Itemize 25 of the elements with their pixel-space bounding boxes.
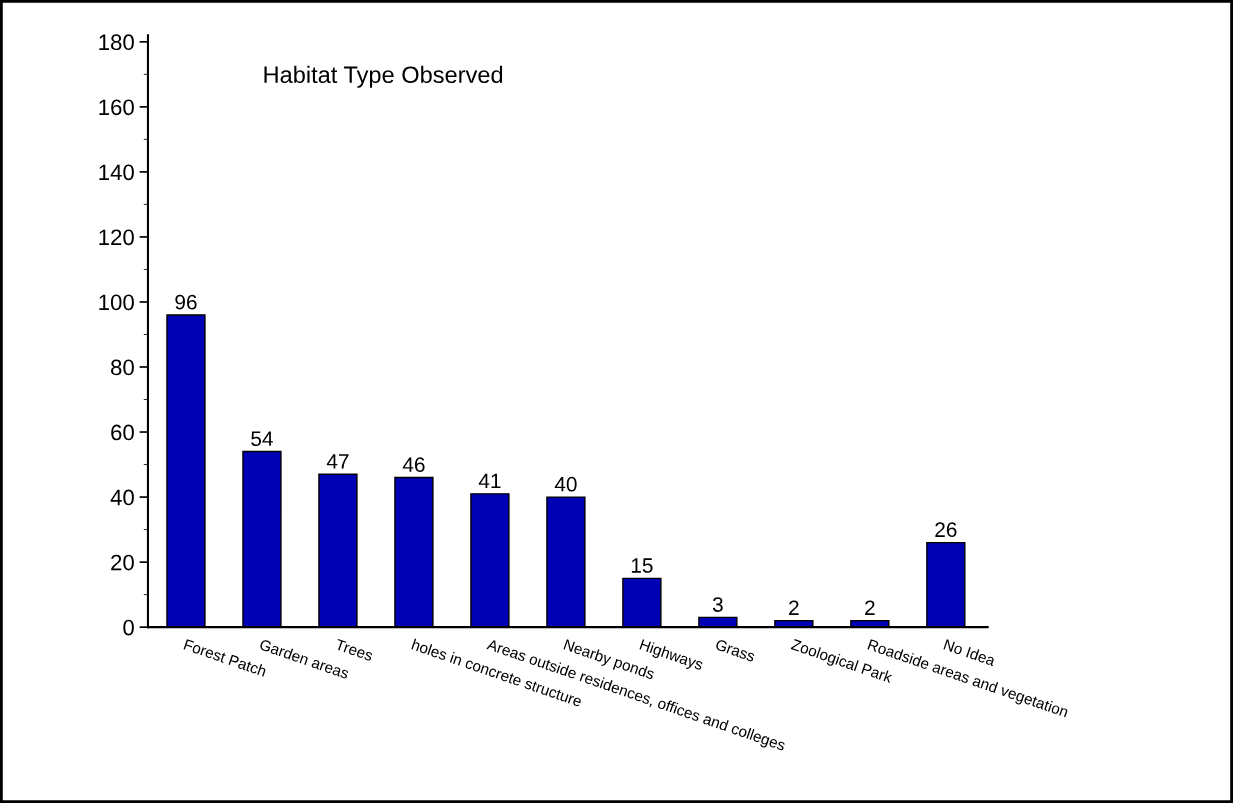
y-tick-label: 80 bbox=[111, 359, 134, 376]
y-tick-label: 160 bbox=[99, 99, 134, 116]
y-tick-label: 120 bbox=[99, 229, 134, 246]
data-label: 26 bbox=[935, 522, 957, 538]
y-tick-label: 0 bbox=[123, 619, 134, 636]
y-tick-label: 140 bbox=[99, 164, 134, 181]
x-tick-label: Grass bbox=[714, 638, 756, 662]
text: Habitat Type Observed bbox=[264, 65, 503, 88]
data-label: 2 bbox=[789, 600, 799, 615]
data-label: 15 bbox=[631, 558, 653, 573]
y-tick-label: 180 bbox=[99, 34, 134, 51]
data-label: 3 bbox=[712, 597, 723, 612]
data-label: 96 bbox=[175, 294, 197, 310]
data-label: 46 bbox=[402, 457, 425, 473]
data-label: 41 bbox=[478, 473, 501, 489]
data-label: 2 bbox=[865, 600, 875, 615]
y-tick-label: 100 bbox=[99, 294, 134, 311]
x-tick-label: Trees bbox=[334, 638, 374, 662]
x-tick-label: No Idea bbox=[943, 638, 997, 667]
y-tick-label: 20 bbox=[111, 554, 134, 571]
data-label: 47 bbox=[326, 454, 349, 469]
data-label: 40 bbox=[554, 476, 577, 492]
y-tick-label: 60 bbox=[111, 424, 134, 441]
y-tick-label: 40 bbox=[110, 489, 134, 506]
data-label: 54 bbox=[251, 431, 273, 447]
